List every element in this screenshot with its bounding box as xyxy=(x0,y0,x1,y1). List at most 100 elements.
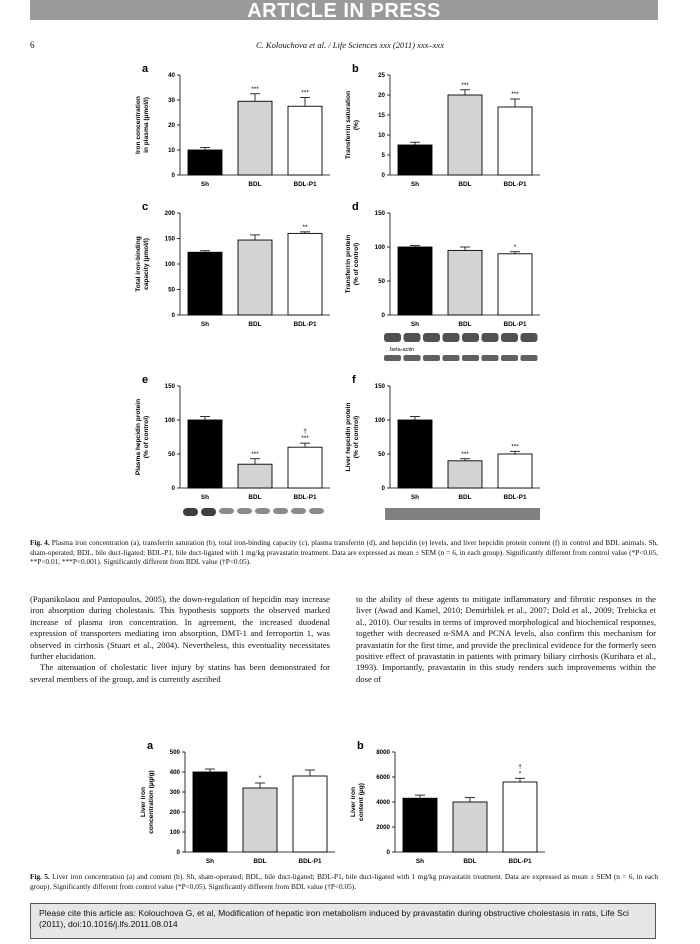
significance-mark: *** xyxy=(511,443,519,450)
bar xyxy=(237,463,273,489)
blot-band xyxy=(403,355,421,361)
y-tick-label: 500 xyxy=(170,749,181,756)
x-tick-label: Sh xyxy=(206,858,214,865)
y-axis-label: content (µg) xyxy=(358,783,365,821)
y-axis-label: (%) xyxy=(353,120,360,130)
y-axis-label: Liver iron xyxy=(140,787,147,817)
bar xyxy=(497,453,533,489)
bar xyxy=(502,781,538,853)
blot-band xyxy=(403,333,421,342)
y-axis-label: (% of control) xyxy=(353,416,360,459)
significance-mark: * xyxy=(519,770,522,777)
blot-strip xyxy=(385,508,540,520)
paragraph: (Papanikolaou and Pantopoulos, 2005), th… xyxy=(30,594,330,662)
blot-band xyxy=(462,355,479,361)
caption-text: Liver iron concentration (a) and content… xyxy=(30,872,658,891)
y-tick-label: 150 xyxy=(165,383,176,390)
panel-letter: e xyxy=(142,374,148,386)
x-tick-label: Sh xyxy=(201,181,209,188)
blot-band xyxy=(442,333,460,342)
x-tick-label: BDL-P1 xyxy=(503,321,527,328)
bar xyxy=(447,460,483,489)
x-tick-label: BDL-P1 xyxy=(293,321,317,328)
x-tick-label: BDL xyxy=(248,181,261,188)
significance-mark: † xyxy=(303,428,307,435)
y-tick-label: 200 xyxy=(165,210,176,217)
y-tick-label: 50 xyxy=(378,278,385,285)
y-tick-label: 2000 xyxy=(376,824,390,831)
bar xyxy=(397,419,433,489)
y-tick-label: 10 xyxy=(378,132,385,139)
y-tick-label: 20 xyxy=(168,122,175,129)
bar xyxy=(192,771,228,853)
x-tick-label: Sh xyxy=(201,321,209,328)
y-axis-label: Total iron-binding xyxy=(135,236,142,292)
column-right: to the ability of these agents to mitiga… xyxy=(356,594,656,685)
panel-letter: b xyxy=(352,63,359,75)
blot-band xyxy=(384,333,401,342)
panel-letter: d xyxy=(352,201,359,213)
significance-mark: *** xyxy=(251,86,259,93)
y-tick-label: 0 xyxy=(172,312,176,319)
y-tick-label: 200 xyxy=(170,809,181,816)
y-axis-label: Iron concentration xyxy=(135,96,142,154)
panel-letter: c xyxy=(142,201,148,213)
blot-band xyxy=(183,508,198,516)
significance-mark: *** xyxy=(461,82,469,89)
y-tick-label: 150 xyxy=(165,236,176,243)
y-tick-label: 15 xyxy=(378,112,385,119)
y-tick-label: 50 xyxy=(168,451,175,458)
blot-band xyxy=(291,508,306,514)
caption-label: Fig. 4. xyxy=(30,538,50,547)
blot-band xyxy=(423,355,440,361)
caption-label: Fig. 5. xyxy=(30,872,50,881)
blot-band xyxy=(255,508,270,514)
blot-band xyxy=(442,355,460,361)
panel-letter: a xyxy=(147,740,154,752)
x-tick-label: BDL xyxy=(458,321,471,328)
running-title: C. Kolouchova et al. / Life Sciences xxx… xyxy=(256,40,444,50)
y-tick-label: 100 xyxy=(375,244,386,251)
blot-band xyxy=(423,333,440,342)
y-tick-label: 0 xyxy=(387,849,391,856)
column-left: (Papanikolaou and Pantopoulos, 2005), th… xyxy=(30,594,330,685)
significance-mark: *** xyxy=(461,451,469,458)
y-axis-label: in plasma (µmol/l) xyxy=(143,97,150,153)
bar xyxy=(402,797,438,853)
x-tick-label: Sh xyxy=(201,494,209,501)
blot-band xyxy=(481,355,499,361)
banner: ARTICLE IN PRESS xyxy=(30,0,658,22)
y-tick-label: 0 xyxy=(172,172,176,179)
paragraph: to the ability of these agents to mitiga… xyxy=(356,594,656,684)
significance-mark: *** xyxy=(511,91,519,98)
y-tick-label: 100 xyxy=(170,829,181,836)
x-tick-label: BDL xyxy=(458,494,471,501)
bar xyxy=(237,239,273,316)
blot-band xyxy=(520,333,538,342)
bar xyxy=(397,144,433,176)
panel-letter: f xyxy=(352,374,356,386)
citation-box: Please cite this article as: Kolouchova … xyxy=(30,903,656,939)
blot-band xyxy=(520,355,538,361)
y-axis-label: capacity (µmol/l) xyxy=(143,238,150,290)
blot-band xyxy=(201,508,216,516)
blot-band xyxy=(501,355,518,361)
x-tick-label: BDL-P1 xyxy=(508,858,532,865)
x-tick-label: BDL-P1 xyxy=(503,494,527,501)
bar xyxy=(187,251,223,316)
y-axis-label: Plasma hepcidin protein xyxy=(135,399,142,475)
significance-mark: * xyxy=(259,775,262,782)
y-axis-label: Liver iron xyxy=(350,787,357,817)
x-tick-label: BDL xyxy=(248,321,261,328)
blot-band xyxy=(501,333,518,342)
significance-mark: *** xyxy=(301,90,309,97)
x-tick-label: BDL-P1 xyxy=(298,858,322,865)
y-tick-label: 0 xyxy=(382,485,386,492)
y-tick-label: 30 xyxy=(168,97,175,104)
y-axis-label: concentration (µg/g) xyxy=(148,770,155,834)
bar xyxy=(287,105,323,176)
y-tick-label: 6000 xyxy=(376,774,390,781)
bar xyxy=(447,94,483,176)
bar xyxy=(447,249,483,316)
